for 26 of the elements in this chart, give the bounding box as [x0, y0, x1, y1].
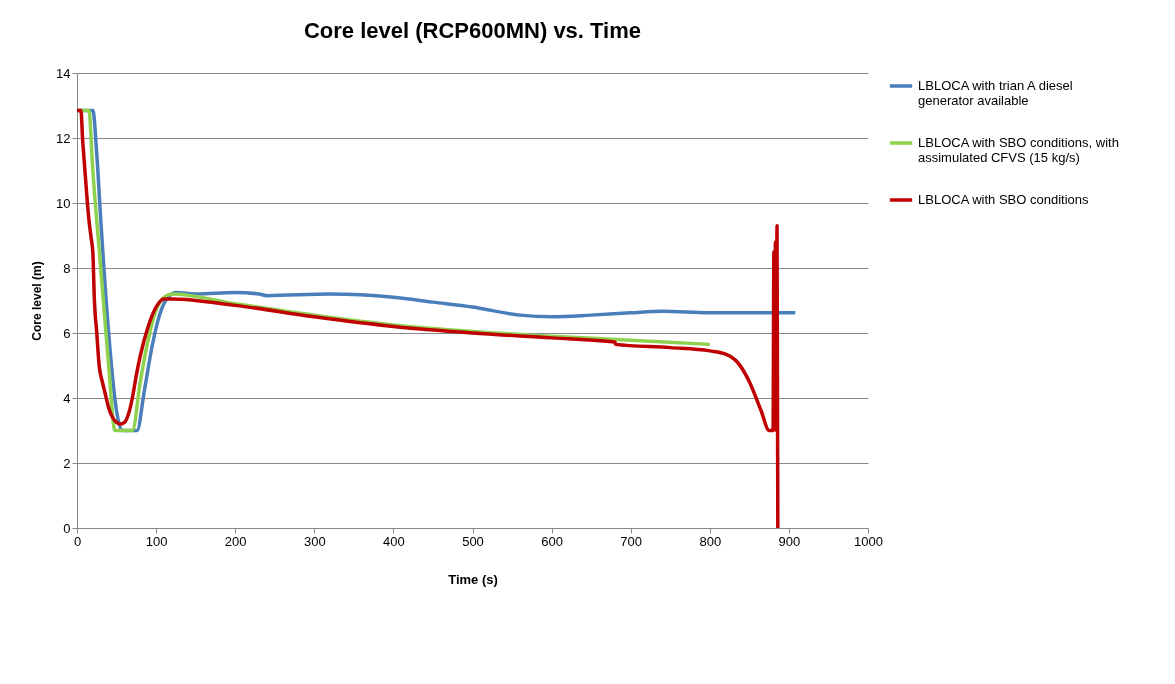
x-tick-label: 600 [541, 533, 563, 549]
chart-title: Core level (RCP600MN) vs. Time [303, 18, 642, 43]
x-tick-label: 700 [620, 533, 643, 549]
x-tick-label: 900 [778, 533, 801, 549]
x-tick-label: 400 [383, 533, 405, 549]
y-tick-label: 6 [63, 325, 71, 341]
x-tick-label: 100 [145, 533, 168, 549]
y-tick-label: 12 [56, 130, 71, 146]
x-tick-label: 200 [224, 533, 247, 549]
legend-label: LBLOCA with trian A diesel generator available [918, 78, 1073, 108]
y-tick-label: 2 [63, 455, 71, 471]
x-axis-title: Time (s) [448, 571, 498, 587]
x-tick-label: 500 [462, 533, 484, 549]
y-tick-label: 10 [56, 195, 71, 211]
legend-label: LBLOCA with SBO conditions [918, 192, 1090, 207]
x-tick-label: 300 [303, 533, 326, 549]
y-tick-label: 0 [63, 520, 71, 536]
y-tick-label: 14 [56, 65, 71, 81]
y-tick-label: 4 [63, 390, 71, 406]
y-axis-title: Core level (m) [30, 261, 45, 341]
legend-label: LBLOCA with SBO conditions, with assimulated CFVS (15 kg/s) [918, 135, 1119, 165]
x-tick-label: 800 [699, 533, 722, 549]
x-tick-label: 1000 [854, 533, 883, 549]
x-tick-label: 0 [73, 533, 82, 549]
y-tick-label: 8 [63, 260, 71, 276]
line-series [75, 108, 780, 530]
